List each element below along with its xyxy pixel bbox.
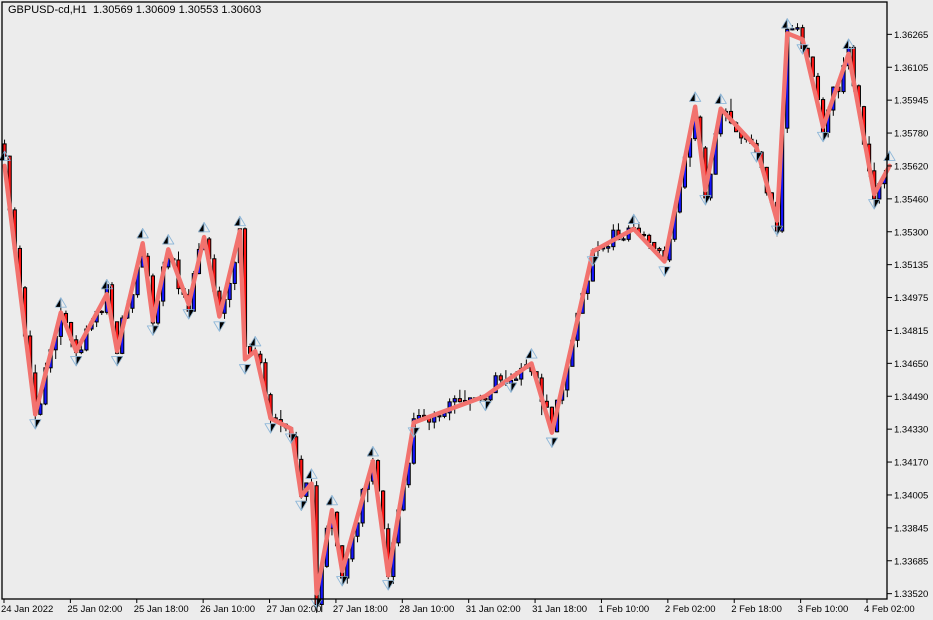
- svg-text:24 Jan 2022: 24 Jan 2022: [1, 604, 53, 615]
- svg-text:4 Feb 02:00: 4 Feb 02:00: [864, 604, 915, 615]
- svg-text:1.34170: 1.34170: [894, 458, 928, 469]
- svg-text:GBPUSD-cd,H1 1.30569 1.30609: GBPUSD-cd,H1 1.30569 1.30609 1.30553 1.3…: [8, 4, 261, 16]
- svg-text:1.35460: 1.35460: [894, 194, 928, 205]
- svg-text:26 Jan 10:00: 26 Jan 10:00: [200, 604, 255, 615]
- svg-text:31 Jan 02:00: 31 Jan 02:00: [466, 604, 521, 615]
- svg-text:28 Jan 10:00: 28 Jan 10:00: [399, 604, 454, 615]
- svg-text:1.35135: 1.35135: [894, 260, 928, 271]
- svg-text:1.34650: 1.34650: [894, 359, 928, 370]
- svg-text:1.33685: 1.33685: [894, 556, 928, 567]
- svg-text:3 Feb 10:00: 3 Feb 10:00: [798, 604, 849, 615]
- svg-text:25 Jan 02:00: 25 Jan 02:00: [67, 604, 122, 615]
- svg-text:1.35945: 1.35945: [894, 96, 928, 107]
- svg-text:1 Feb 10:00: 1 Feb 10:00: [598, 604, 649, 615]
- svg-text:1.33845: 1.33845: [894, 523, 928, 534]
- svg-text:27 Jan 02:00: 27 Jan 02:00: [267, 604, 322, 615]
- svg-text:31 Jan 18:00: 31 Jan 18:00: [532, 604, 587, 615]
- svg-text:1.34005: 1.34005: [894, 490, 928, 501]
- svg-text:1.34490: 1.34490: [894, 392, 928, 403]
- svg-text:1.35300: 1.35300: [894, 227, 928, 238]
- svg-text:2 Feb 02:00: 2 Feb 02:00: [665, 604, 716, 615]
- svg-text:25 Jan 18:00: 25 Jan 18:00: [134, 604, 189, 615]
- svg-text:1.34975: 1.34975: [894, 293, 928, 304]
- svg-text:1.36265: 1.36265: [894, 30, 928, 41]
- svg-text:1.35780: 1.35780: [894, 129, 928, 140]
- svg-text:1.34330: 1.34330: [894, 425, 928, 436]
- svg-text:1.34815: 1.34815: [894, 326, 928, 337]
- svg-text:1.36105: 1.36105: [894, 63, 928, 74]
- svg-text:1.33520: 1.33520: [894, 589, 928, 600]
- svg-text:1.35620: 1.35620: [894, 161, 928, 172]
- svg-text:2 Feb 18:00: 2 Feb 18:00: [731, 604, 782, 615]
- svg-text:27 Jan 18:00: 27 Jan 18:00: [333, 604, 388, 615]
